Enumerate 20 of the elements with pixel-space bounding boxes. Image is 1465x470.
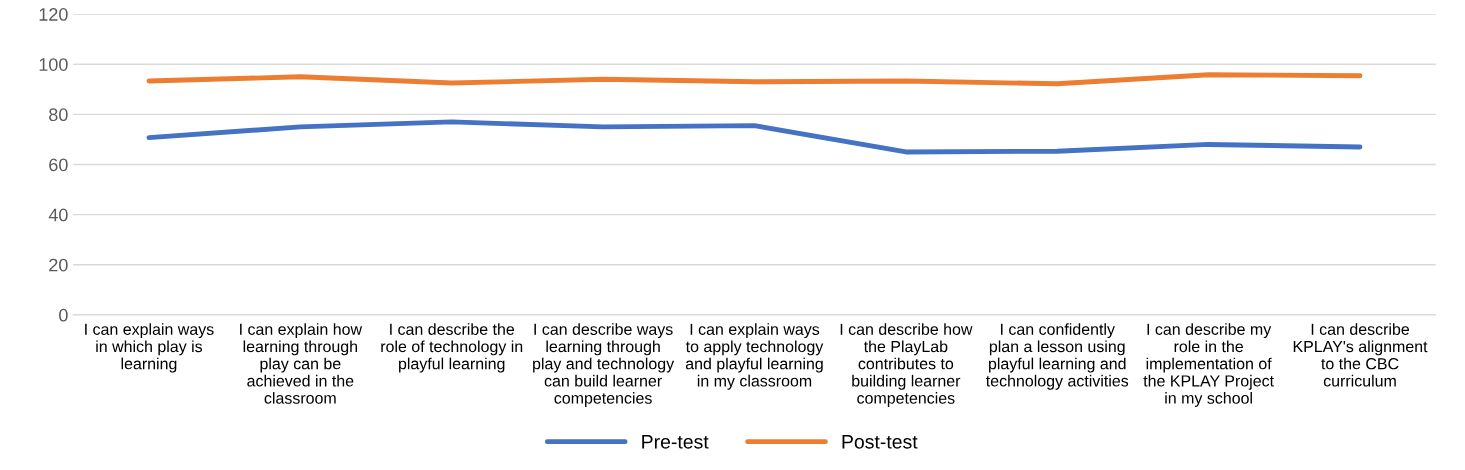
y-tick-label: 20: [49, 258, 68, 272]
y-tick-label: 80: [49, 108, 68, 122]
x-tick-label: I can explain ways to apply technology and playful learning in my classroom: [685, 323, 824, 390]
x-tick-label: I can explain ways in which play is learning: [85, 323, 214, 373]
y-tick-label: 40: [48, 208, 68, 222]
x-tick-label: I can describe my role in the implementation of the KPLAY Project in my school: [1143, 323, 1274, 407]
x-tick-label: I can explain how learning through play can be achieved in the classroom: [240, 323, 363, 404]
x-tick-label: I can describe ways learning through play and technology can build learner competencies: [533, 323, 675, 407]
y-tick-label: 100: [39, 58, 68, 71]
x-tick-label: I can describe KPLAY's alignment to the CBC curriculum: [1293, 323, 1428, 387]
line-series: [146, 119, 1363, 155]
y-tick-label: 120: [39, 8, 68, 21]
y-tick-label: 60: [49, 158, 68, 172]
line-series: [146, 72, 1363, 87]
x-tick-label: I can describe how the PlayLab contributes to building learner competencies: [840, 323, 973, 407]
legend-label: Pre-test: [642, 435, 709, 449]
legend-label: Post-test: [842, 435, 918, 449]
x-tick-label: I can confidently plan a lesson using playful learning and technology activities: [986, 323, 1129, 390]
y-tick-label: 0: [59, 308, 68, 322]
x-tick-label: I can describe the role of technology in playful learning: [381, 323, 523, 373]
